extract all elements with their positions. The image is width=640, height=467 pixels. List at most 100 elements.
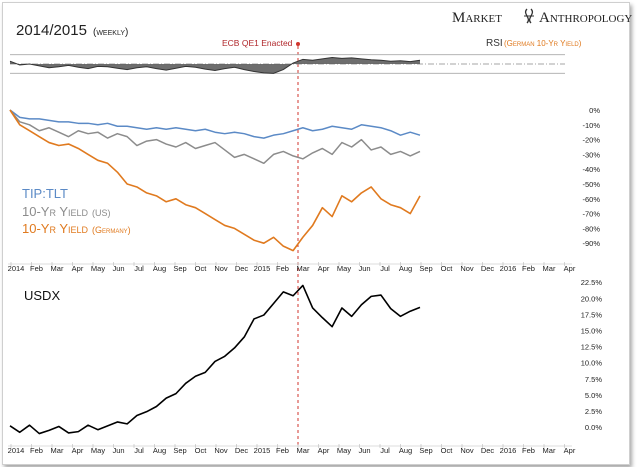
legend: TIP:TLT 10-Yr Yield (US) 10-Yr Yield (Ge…: [22, 186, 131, 236]
x-tick-label: Jun: [358, 264, 370, 273]
x-tick-label: Aug: [153, 264, 166, 273]
yield-y-tick-label: -70%: [582, 210, 600, 219]
x-tick-label: Mar: [297, 446, 310, 455]
legend-us-yield-sub: (US): [92, 208, 111, 218]
x-tick-label: Sep: [173, 264, 186, 273]
x-tick-label: Sep: [173, 446, 186, 455]
yield-y-tick-label: -80%: [582, 224, 600, 233]
x-tick-label: May: [91, 264, 105, 273]
x-tick-label: 2014: [8, 446, 25, 455]
x-tick-label: Feb: [30, 264, 43, 273]
x-tick-label: Dec: [235, 264, 249, 273]
brand-left: Market: [452, 10, 502, 26]
yield-y-tick-label: -40%: [582, 165, 600, 174]
rsi-area: [10, 57, 420, 74]
rsi-sublabel: (German 10-Yr Yield): [504, 39, 582, 48]
x-tick-label: Apr: [72, 264, 84, 273]
usdx-y-tick-label: 2.5%: [585, 407, 602, 416]
chart-subtitle: (weekly): [93, 27, 128, 38]
yield-y-tick-label: 0%: [589, 106, 600, 115]
x-tick-label: Apr: [318, 264, 330, 273]
chart-title: 2014/2015: [16, 22, 87, 39]
x-tick-label: Mar: [51, 264, 64, 273]
usdx-y-tick-label: 17.5%: [581, 310, 603, 319]
usdx-y-tick-label: 20.0%: [581, 294, 603, 303]
x-tick-label: 2015: [254, 264, 271, 273]
x-tick-label: Oct: [441, 446, 454, 455]
x-tick-label: May: [91, 446, 105, 455]
x-tick-label: Jun: [358, 446, 370, 455]
x-tick-label: 2015: [254, 446, 271, 455]
x-tick-label: Sep: [419, 446, 432, 455]
x-tick-label: 2016: [500, 264, 517, 273]
x-tick-label: Feb: [522, 264, 535, 273]
rsi-line: [9, 56, 421, 74]
x-tick-label: Feb: [30, 446, 43, 455]
yield-y-tick-label: -20%: [582, 136, 600, 145]
x-tick-label: Nov: [214, 446, 228, 455]
legend-germany-yield: 10-Yr Yield: [22, 221, 89, 236]
yield-y-tick-label: -60%: [582, 195, 600, 204]
event-label: ECB QE1 Enacted: [222, 38, 293, 48]
yield-y-tick-label: -10%: [582, 121, 600, 130]
usdx-y-tick-label: 12.5%: [581, 343, 603, 352]
usdx-y-tick-label: 15.0%: [581, 327, 603, 336]
yield-y-tick-label: -50%: [582, 180, 600, 189]
yield-panel: 0% -10% -20% -30% -40% -50% -60% -70% -80% -90%: [9, 106, 600, 252]
x-tick-label: Oct: [441, 264, 454, 273]
usdx-y-tick-label: 22.5%: [581, 278, 603, 287]
rsi-label: RSI: [486, 38, 503, 49]
x-tick-label: May: [337, 446, 351, 455]
x-tick-label: Sep: [419, 264, 432, 273]
usdx-title: USDX: [24, 288, 60, 303]
x-tick-label: Dec: [235, 446, 249, 455]
x-tick-label: Jun: [112, 446, 124, 455]
x-tick-label: Apr: [72, 446, 84, 455]
chart-frame: [2, 2, 630, 465]
x-tick-label: Feb: [276, 264, 289, 273]
x-tick-label: Dec: [481, 446, 495, 455]
rsi-panel: [9, 54, 565, 74]
x-tick-label: Aug: [153, 446, 166, 455]
x-tick-label: Aug: [399, 264, 412, 273]
usdx-y-tick-label: 10.0%: [581, 359, 603, 368]
x-tick-label: Mar: [543, 446, 556, 455]
x-axis-bottom: 2014 Feb Mar Apr May Jun Jul Aug Sep Oct Nov Dec 201…: [8, 444, 576, 455]
x-tick-label: 2014: [8, 264, 25, 273]
x-tick-label: Apr: [564, 446, 576, 455]
x-tick-label: Mar: [543, 264, 556, 273]
x-tick-label: Oct: [195, 264, 208, 273]
x-tick-label: Jun: [112, 264, 124, 273]
usdx-line: [9, 284, 421, 435]
x-axis-mid: 2014 Feb Mar Apr May Jun Jul Aug Sep Oct Nov Dec 201…: [8, 262, 576, 273]
usdx-y-tick-label: 7.5%: [585, 375, 602, 384]
yield-y-tick-label: -90%: [582, 239, 600, 248]
brand-right: Anthropology: [539, 10, 632, 26]
tip-tlt-line: [9, 109, 421, 139]
x-tick-label: Oct: [195, 446, 208, 455]
x-tick-label: Mar: [297, 264, 310, 273]
germany-yield-line: [9, 109, 421, 252]
x-tick-label: Nov: [460, 446, 474, 455]
x-tick-label: Nov: [214, 264, 228, 273]
usdx-panel: 0.0% 2.5% 5.0% 7.5% 10.0% 12.5% 15.0% 17.5% 20.0…: [9, 278, 603, 435]
yield-y-tick-label: -30%: [582, 150, 600, 159]
x-tick-label: Mar: [51, 446, 64, 455]
brand-logo-icon: [524, 8, 534, 24]
x-tick-label: Apr: [564, 264, 576, 273]
x-tick-label: Aug: [399, 446, 412, 455]
x-tick-label: Jul: [134, 264, 144, 273]
x-tick-label: 2016: [500, 446, 517, 455]
x-tick-label: Feb: [276, 446, 289, 455]
us-yield-line: [9, 109, 421, 165]
event-marker: [296, 42, 300, 46]
x-tick-label: Feb: [522, 446, 535, 455]
x-tick-label: Dec: [481, 264, 495, 273]
legend-germany-yield-sub: (Germany): [92, 225, 131, 235]
x-tick-label: May: [337, 264, 351, 273]
legend-tip-tlt: TIP:TLT: [22, 186, 68, 201]
x-tick-label: Jul: [134, 446, 144, 455]
x-tick-label: Apr: [318, 446, 330, 455]
usdx-y-tick-label: 0.0%: [585, 423, 602, 432]
